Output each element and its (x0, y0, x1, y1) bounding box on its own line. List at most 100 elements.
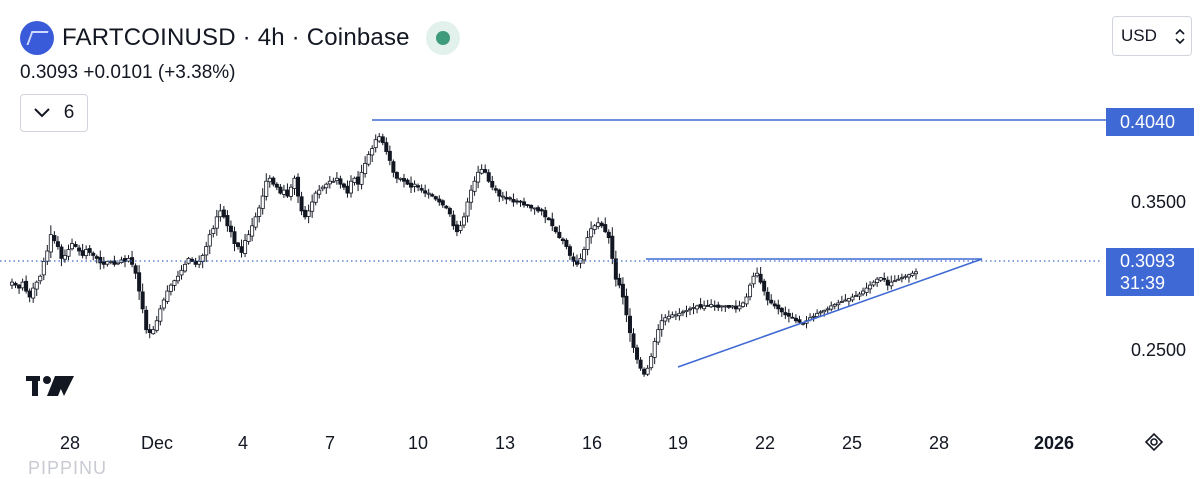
candle-body (84, 249, 89, 257)
candle-body (882, 277, 887, 280)
candle-body (108, 260, 113, 263)
candle-body (161, 299, 166, 309)
candle-body (504, 196, 509, 200)
candle-body (567, 246, 572, 256)
candle-body (70, 243, 75, 250)
candle-body (839, 301, 844, 303)
candle-body (115, 262, 120, 265)
candle-body (66, 249, 71, 257)
indicator-count: 6 (63, 102, 75, 123)
candle-body (77, 247, 82, 252)
candle-body (652, 341, 657, 358)
candle-body (797, 319, 802, 323)
candle-body (454, 224, 459, 233)
candle-body (914, 271, 919, 275)
candle-body (627, 315, 632, 334)
candle-body (292, 177, 297, 189)
candle-body (779, 307, 784, 313)
candle-body (183, 263, 188, 272)
last-price-value: 0.3093 (1120, 251, 1176, 271)
candle-body (324, 183, 329, 189)
candle-body (274, 183, 279, 188)
candle-body (864, 287, 869, 293)
candle-body (765, 291, 770, 301)
candle-body (599, 222, 604, 227)
candle-body (401, 178, 406, 182)
candle-body (483, 169, 488, 173)
candle-body (469, 189, 474, 203)
candle-body (624, 295, 629, 316)
triangle-bottom-line[interactable] (677, 258, 983, 368)
chart-settings-icon[interactable] (1144, 432, 1164, 452)
candle-body (553, 226, 558, 233)
candle-body (666, 315, 671, 320)
candle-body (631, 333, 636, 348)
candle-body (264, 180, 269, 197)
candle-body (638, 359, 643, 369)
x-tick-label: 7 (325, 433, 335, 453)
candle-body (522, 201, 527, 206)
candle-body (769, 299, 774, 304)
x-tick-label: 10 (408, 433, 428, 453)
candle-body (514, 200, 519, 203)
candle-body (34, 281, 39, 290)
currency-select[interactable]: USD (1112, 16, 1192, 56)
candle-body (896, 278, 901, 281)
candle-body (45, 250, 50, 262)
candle-body (172, 280, 177, 286)
candle-body (211, 228, 216, 234)
candle-body (620, 283, 625, 298)
candle-body (405, 179, 410, 185)
candle-body (243, 240, 248, 254)
candle-body (380, 136, 385, 144)
candle-body (589, 228, 594, 238)
candle-body (221, 209, 226, 218)
bar-countdown: 31:39 (1120, 273, 1166, 293)
candle-body (691, 306, 696, 309)
symbol-title[interactable]: FARTCOINUSD · 4h · Coinbase (62, 24, 410, 51)
coin-logo-icon (20, 21, 54, 55)
candle-body (783, 312, 788, 316)
candle-body (680, 311, 685, 314)
candle-body (214, 216, 219, 229)
candle-body (719, 305, 724, 308)
candle-body (94, 256, 99, 259)
x-tick-label: 19 (668, 433, 688, 453)
candle-body (673, 314, 678, 317)
candle-body (151, 329, 156, 335)
candle-body (603, 224, 608, 233)
candle-body (723, 305, 728, 308)
candle-body (409, 182, 414, 188)
candle-body (846, 298, 851, 302)
candle-body (684, 309, 689, 313)
x-axis: 28 Dec 4 7 10 13 16 19 22 25 28 2026 (60, 433, 1074, 453)
candle-body (359, 171, 364, 185)
candle-body (352, 177, 357, 183)
candle-body (147, 329, 152, 334)
candle-body (610, 235, 615, 259)
candle-body (606, 231, 611, 239)
candle-body (649, 355, 654, 369)
candle-body (596, 222, 601, 227)
candle-body (755, 272, 760, 277)
indicators-toggle-button[interactable]: 6 (20, 94, 88, 132)
x-tick-label: 13 (495, 433, 515, 453)
candle-body (204, 246, 209, 256)
candle-body (31, 287, 36, 299)
candle-body (327, 180, 332, 185)
watermark-text: PIPPINU (28, 458, 108, 478)
candle-body (461, 216, 466, 226)
select-arrows-icon (1175, 28, 1185, 44)
candle-body (712, 305, 717, 307)
market-open-dot-icon[interactable] (425, 21, 460, 55)
candle-body (822, 309, 827, 313)
candle-body (48, 234, 53, 253)
candle-body (832, 304, 837, 307)
candle-body (899, 277, 904, 280)
candle-body (497, 189, 502, 197)
candle-body (168, 284, 173, 292)
candle-body (338, 178, 343, 185)
candle-body (472, 180, 477, 192)
candle-body (281, 189, 286, 195)
